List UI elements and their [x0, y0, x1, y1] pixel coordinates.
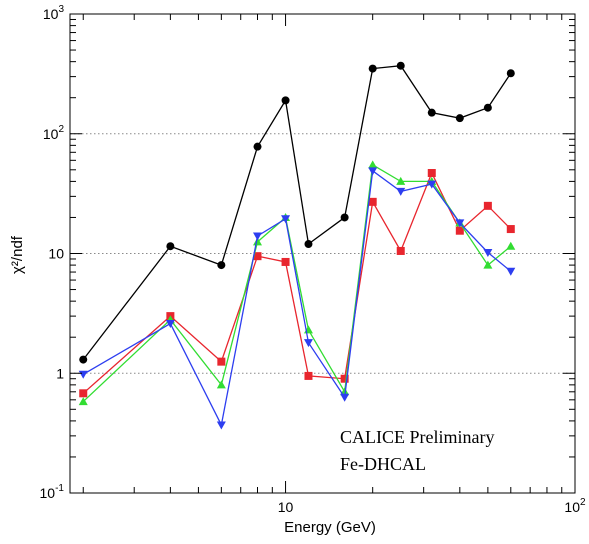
data-point	[253, 237, 263, 246]
data-point	[368, 197, 377, 206]
y-tick-label: 1	[56, 365, 64, 381]
x-axis-label: Energy (GeV)	[284, 519, 376, 536]
data-point	[79, 355, 88, 364]
data-point	[303, 339, 313, 348]
series-3	[78, 167, 516, 430]
data-point	[455, 226, 464, 235]
y-tick-label: 10-1	[40, 483, 65, 501]
data-point	[368, 160, 378, 169]
data-point	[253, 142, 262, 151]
x-tick-label: 10	[278, 499, 294, 515]
data-point	[368, 64, 377, 73]
data-point	[166, 242, 175, 251]
annotation-calice: CALICE Preliminary	[340, 427, 494, 447]
data-point	[483, 248, 493, 257]
series-layer	[78, 61, 516, 430]
data-point	[216, 380, 226, 389]
data-point	[506, 225, 515, 234]
data-point	[217, 357, 226, 366]
data-point	[506, 69, 515, 78]
data-point	[78, 397, 88, 406]
series-line	[82, 169, 512, 427]
y-tick-label: 10	[48, 246, 64, 262]
data-point	[483, 103, 492, 112]
data-point	[455, 114, 464, 123]
y-tick-label: 102	[43, 124, 65, 142]
data-point	[304, 371, 313, 380]
y-axis-label: χ²/ndf	[9, 235, 26, 274]
data-point	[483, 201, 492, 210]
data-point	[506, 267, 516, 276]
data-point	[253, 232, 263, 241]
data-point	[368, 167, 378, 176]
data-point	[281, 96, 290, 105]
data-point	[396, 187, 406, 196]
tick-labels: 10-1 1 10 102 103 10 102	[40, 4, 586, 515]
data-point	[427, 108, 436, 117]
x-tick-label: 102	[564, 497, 586, 515]
data-point	[396, 246, 405, 255]
data-point	[506, 241, 516, 250]
data-point	[340, 213, 349, 222]
grid	[70, 133, 575, 374]
data-point	[455, 219, 465, 228]
data-point	[79, 389, 88, 398]
data-point	[165, 320, 175, 329]
axes	[69, 13, 576, 494]
data-point	[483, 260, 493, 269]
data-point	[427, 169, 436, 178]
data-point	[78, 370, 88, 379]
data-point	[281, 215, 291, 224]
data-point	[304, 240, 313, 249]
data-point	[217, 261, 226, 270]
data-point	[216, 421, 226, 430]
series-line	[82, 65, 512, 361]
data-point	[396, 61, 405, 70]
y-tick-label: 103	[43, 4, 65, 22]
data-point	[427, 180, 437, 189]
data-point	[340, 374, 349, 383]
data-point	[340, 393, 350, 402]
data-point	[396, 176, 406, 185]
series-0	[79, 61, 515, 364]
data-point	[281, 257, 290, 266]
data-point	[253, 252, 262, 261]
annotation-fe-dhcal: Fe-DHCAL	[340, 454, 426, 474]
